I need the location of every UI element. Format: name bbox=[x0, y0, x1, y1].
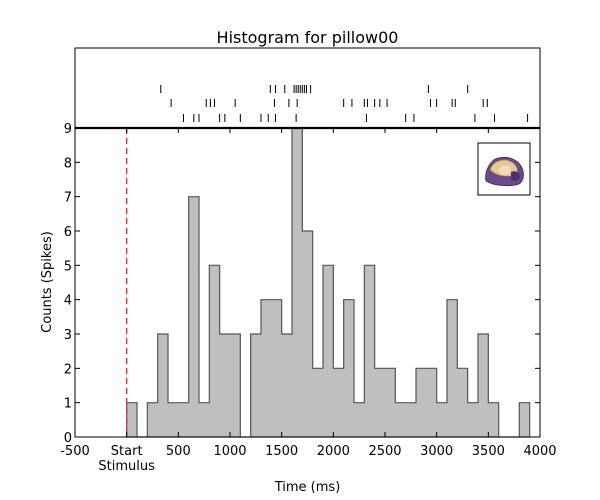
x-tick-label: Start bbox=[111, 444, 143, 459]
plot-area: 0 1 2 3 4 5 6 7 8 9 -500 Start 500 1000 1500 2000 2500 3… bbox=[60, 122, 556, 459]
raster-spike-ticks bbox=[160, 85, 529, 122]
y-tick-label: 3 bbox=[64, 328, 72, 343]
x-axis-label: Time (ms) bbox=[274, 480, 341, 495]
pillow-thumbnail-icon bbox=[477, 142, 531, 196]
y-tick-label: 7 bbox=[64, 191, 72, 206]
y-tick-label: 4 bbox=[64, 294, 72, 309]
chart-title: Histogram for pillow00 bbox=[217, 28, 399, 47]
y-tick-label: 2 bbox=[64, 362, 72, 377]
y-tick-label: 9 bbox=[64, 122, 72, 137]
y-tick-label: 1 bbox=[64, 397, 72, 412]
x-tick-label: 1500 bbox=[265, 444, 298, 459]
stimulus-label: Stimulus bbox=[98, 459, 155, 474]
x-tick-label: 3500 bbox=[472, 444, 505, 459]
x-tick-label: -500 bbox=[60, 444, 90, 459]
x-tick-label: 3000 bbox=[420, 444, 453, 459]
x-tick-label: 2500 bbox=[368, 444, 401, 459]
y-axis-ticks: 0 1 2 3 4 5 6 7 8 9 bbox=[64, 122, 540, 446]
x-tick-label: 500 bbox=[166, 444, 191, 459]
raster-panel bbox=[74, 47, 541, 129]
y-tick-label: 5 bbox=[64, 259, 72, 274]
x-tick-label: 2000 bbox=[317, 444, 350, 459]
y-axis-label: Counts (Spikes) bbox=[40, 231, 55, 333]
x-tick-label: 4000 bbox=[523, 444, 556, 459]
x-axis-ticks: -500 Start 500 1000 1500 2000 2500 3000 3500 4000 bbox=[60, 128, 557, 459]
x-tick-label: 1000 bbox=[213, 444, 246, 459]
y-tick-label: 0 bbox=[64, 431, 72, 446]
histogram-bars bbox=[126, 127, 531, 438]
y-tick-label: 6 bbox=[64, 225, 72, 240]
y-tick-label: 8 bbox=[64, 156, 72, 171]
